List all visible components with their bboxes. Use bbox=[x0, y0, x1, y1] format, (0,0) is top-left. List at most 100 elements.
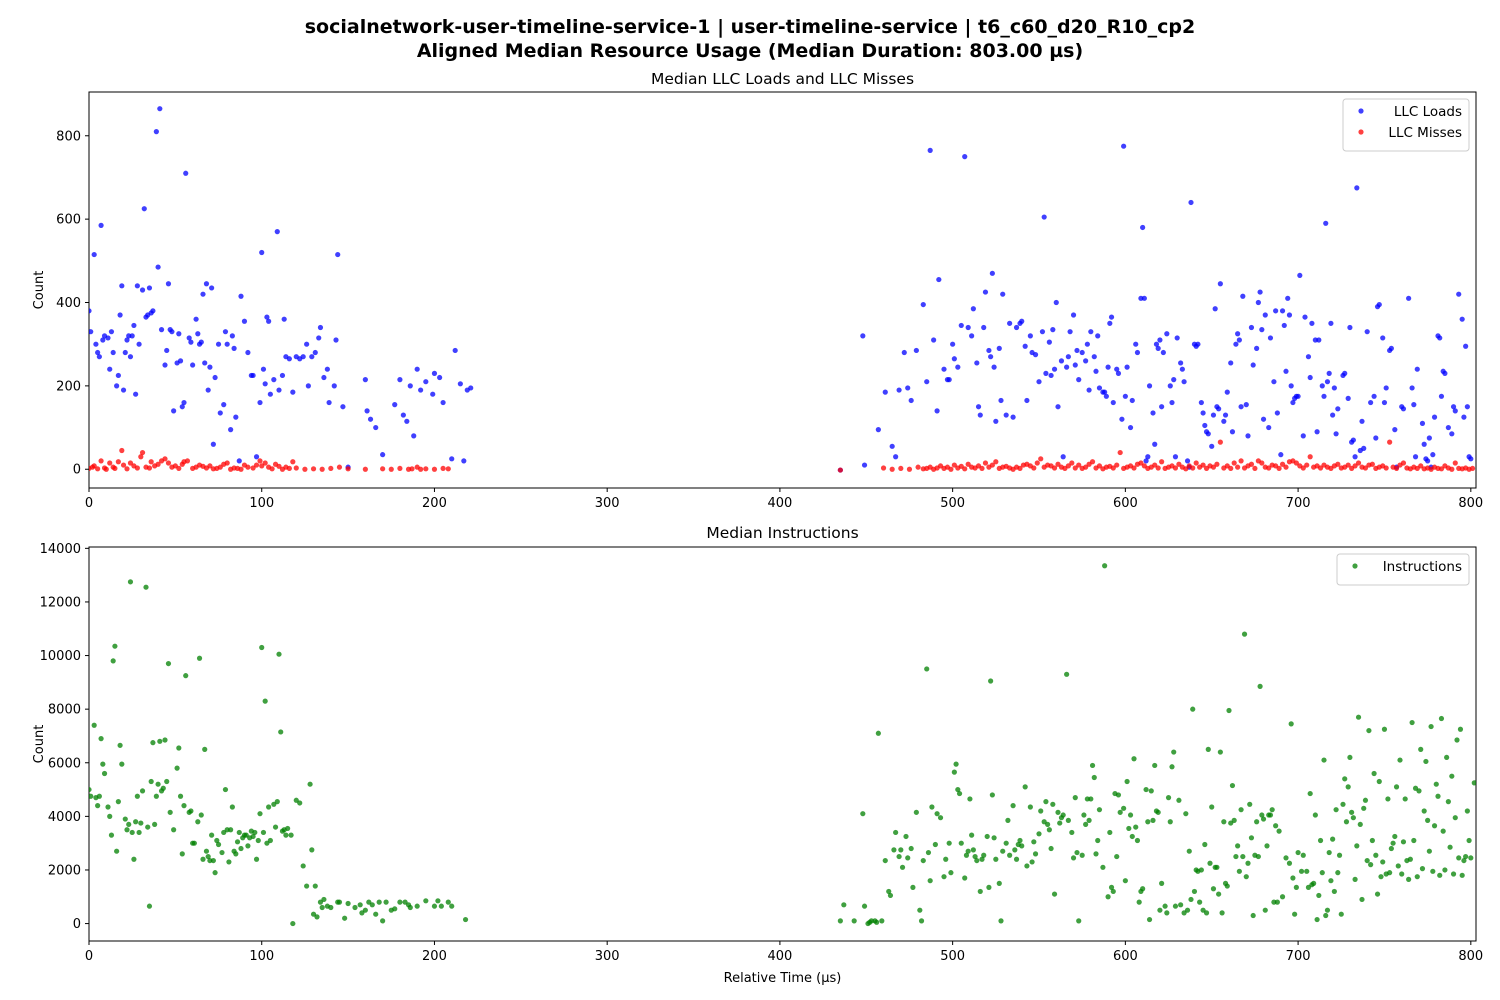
instructions-point bbox=[1226, 707, 1232, 714]
llc-loads-point bbox=[414, 366, 420, 372]
legend-marker-llc-misses bbox=[1358, 129, 1364, 135]
instructions-point bbox=[150, 740, 156, 746]
llc-loads-point bbox=[1084, 341, 1090, 347]
llc-loads-point bbox=[1093, 368, 1099, 374]
instructions-point bbox=[1198, 867, 1204, 873]
legend-marker-llc-loads bbox=[1358, 108, 1364, 114]
llc-misses-point bbox=[362, 466, 368, 472]
llc-loads-point bbox=[177, 358, 184, 364]
llc-loads-point bbox=[228, 427, 234, 433]
instructions-point bbox=[1076, 918, 1082, 924]
instructions-point bbox=[438, 903, 444, 909]
instructions-point bbox=[226, 859, 232, 865]
llc-loads-point bbox=[331, 383, 337, 389]
llc-loads-point bbox=[1245, 433, 1251, 439]
instructions-point bbox=[114, 848, 120, 854]
instructions-point bbox=[1438, 715, 1445, 722]
llc-loads-point bbox=[1347, 324, 1353, 331]
instructions-point bbox=[1457, 726, 1464, 732]
llc-loads-point bbox=[1124, 364, 1130, 370]
llc-loads-point bbox=[1302, 314, 1308, 320]
llc-loads-point bbox=[996, 345, 1002, 351]
llc-misses-point bbox=[1383, 465, 1389, 471]
llc-loads-point bbox=[882, 389, 888, 395]
llc-misses-point bbox=[238, 466, 244, 472]
instructions-point bbox=[927, 878, 933, 884]
instructions-point bbox=[1057, 820, 1063, 826]
instructions-point bbox=[1250, 912, 1256, 919]
llc-misses-point bbox=[217, 464, 223, 470]
llc-misses-point bbox=[269, 466, 275, 472]
llc-loads-point bbox=[108, 329, 115, 335]
instructions-point bbox=[1343, 819, 1350, 825]
llc-loads-point bbox=[1157, 337, 1163, 343]
instructions-point bbox=[951, 769, 957, 775]
llc-loads-point bbox=[1305, 354, 1312, 360]
llc-misses-point bbox=[1362, 465, 1369, 471]
llc-loads-point bbox=[136, 341, 142, 347]
llc-loads-point bbox=[286, 356, 292, 362]
instructions-point bbox=[1392, 833, 1398, 840]
llc-loads-point bbox=[1364, 329, 1370, 335]
llc-misses-point bbox=[138, 454, 144, 460]
instructions-point bbox=[283, 832, 289, 838]
instructions-point bbox=[886, 888, 892, 895]
instructions-point bbox=[1243, 874, 1249, 880]
llc-loads-point bbox=[1143, 458, 1149, 464]
llc-misses-point bbox=[1449, 466, 1455, 472]
llc-loads-point bbox=[1229, 429, 1236, 435]
llc-loads-point bbox=[1036, 379, 1042, 385]
instructions-point bbox=[203, 848, 210, 854]
instructions-point bbox=[1121, 805, 1127, 811]
instructions-point bbox=[1133, 824, 1139, 830]
llc-misses-point bbox=[397, 465, 403, 472]
instructions-point bbox=[198, 812, 204, 818]
instructions-point bbox=[188, 808, 194, 814]
llc-misses-point bbox=[262, 460, 268, 466]
llc-loads-point bbox=[309, 354, 315, 360]
llc-xtick-label: 400 bbox=[767, 496, 792, 511]
llc-loads-point bbox=[1321, 393, 1327, 399]
instructions-point bbox=[1024, 863, 1030, 869]
llc-loads-point bbox=[164, 347, 170, 354]
figure-title-line2: Aligned Median Resource Usage (Median Du… bbox=[416, 40, 1084, 62]
llc-loads-point bbox=[1060, 454, 1066, 460]
instr-xtick-label: 500 bbox=[940, 949, 965, 964]
llc-loads-point bbox=[93, 341, 99, 347]
llc-loads-point bbox=[1224, 389, 1230, 395]
instructions-point bbox=[119, 761, 125, 767]
llc-loads-point bbox=[1421, 441, 1427, 447]
instructions-point bbox=[905, 855, 911, 861]
instructions-point bbox=[1045, 821, 1051, 828]
llc-loads-point bbox=[1228, 360, 1234, 366]
instructions-point bbox=[145, 824, 151, 830]
llc-loads-point bbox=[1200, 410, 1206, 416]
llc-loads-point bbox=[134, 283, 140, 289]
instructions-point bbox=[963, 852, 970, 858]
llc-loads-point bbox=[989, 270, 995, 276]
instructions-point bbox=[1096, 807, 1103, 813]
instructions-point bbox=[1333, 807, 1339, 813]
instructions-point bbox=[1431, 823, 1438, 829]
llc-loads-point bbox=[975, 404, 982, 410]
instructions-point bbox=[1311, 880, 1317, 886]
instructions-point bbox=[328, 904, 334, 911]
llc-loads-point bbox=[1425, 458, 1431, 464]
llc-loads-point bbox=[100, 337, 106, 343]
llc-misses-point bbox=[245, 464, 251, 470]
llc-loads-point bbox=[1323, 220, 1329, 226]
llc-loads-point bbox=[316, 335, 322, 341]
llc-loads-point bbox=[321, 374, 327, 381]
instructions-point bbox=[255, 837, 261, 844]
instructions-point bbox=[1134, 837, 1141, 844]
instructions-point bbox=[1419, 866, 1426, 872]
legend-label-llc-misses: LLC Misses bbox=[1388, 125, 1462, 141]
llc-loads-point bbox=[312, 349, 318, 356]
llc-loads-point bbox=[1076, 377, 1082, 383]
llc-loads-point bbox=[969, 333, 975, 339]
instructions-point bbox=[1027, 804, 1033, 810]
instructions-point bbox=[1086, 817, 1092, 823]
instructions-point bbox=[376, 899, 382, 905]
instructions-point bbox=[1129, 833, 1135, 840]
instructions-point bbox=[1203, 910, 1210, 916]
